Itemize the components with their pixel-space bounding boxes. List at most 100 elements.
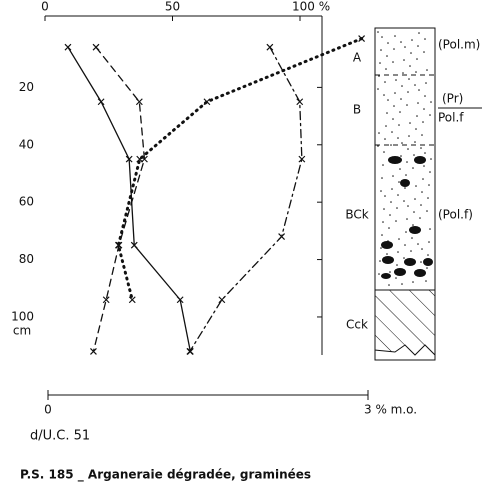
horizon-name: B [353,103,361,117]
speckle [377,145,379,147]
speckle [386,112,388,114]
speckle [420,204,422,206]
horizon-name: BCk [345,208,368,222]
speckle [418,89,420,91]
speckle [413,211,415,213]
speckle [405,174,407,176]
profile-column [374,27,436,361]
point-marker [266,43,274,51]
depth-tick-label: 80 [19,252,34,266]
speckle [392,61,394,63]
speckle [413,154,415,156]
speckle [384,195,386,197]
speckle [429,171,431,173]
point-marker [97,98,105,106]
speckle [400,41,402,43]
profile-line [189,46,303,353]
speckle [410,250,412,252]
speckle [423,165,425,167]
speckle [387,42,389,44]
depth-unit: cm [13,323,31,337]
speckle [417,243,419,245]
point-marker [298,155,306,163]
speckle [425,82,427,84]
speckle [414,84,416,86]
speckle [425,280,427,282]
speckle [390,144,392,146]
speckle [420,261,422,263]
point-marker [64,43,72,51]
speckle [407,148,409,150]
speckle [397,194,399,196]
speckle [381,177,383,179]
speckle [408,135,410,137]
speckle [417,45,419,47]
speckle [418,32,420,34]
speckle [396,207,398,209]
x-tick-label: 0 [41,0,49,14]
profile-line [92,46,146,353]
speckle [415,128,417,130]
speckle [387,240,389,242]
speckle [380,247,382,249]
point-marker [135,98,143,106]
speckle [424,38,426,40]
point-marker [358,35,366,43]
speckle [392,175,394,177]
speckle [416,58,418,60]
x2-tick-label: 0 [44,403,52,417]
speckle [381,36,383,38]
speckle [398,238,400,240]
speckle [389,157,391,159]
depth-tick-label: 40 [19,137,34,151]
horizon-note: (Pol.f) [438,208,473,222]
speckle [377,31,379,33]
point-marker [128,296,136,304]
depth-tick-label: 100 [11,309,34,323]
point-marker [203,98,211,106]
speckle [414,141,416,143]
speckle [428,184,430,186]
point-marker [102,296,110,304]
speckle [394,35,396,37]
speckle [418,230,420,232]
speckle [378,75,380,77]
speckle [383,94,385,96]
point-marker [296,98,304,106]
speckle [420,147,422,149]
speckle [426,210,428,212]
speckle [402,72,404,74]
depth-tick-label: 60 [19,195,34,209]
speckle [398,181,400,183]
x-tick-label: 50 [165,0,180,14]
speckle [428,241,430,243]
speckle [387,99,389,101]
speckle [401,283,403,285]
point-marker [114,241,122,249]
speckle [421,248,423,250]
horizon-name: Cck [346,318,368,332]
speckle [389,214,391,216]
speckle [403,257,405,259]
speckle [397,251,399,253]
speckle [381,234,383,236]
speckle [386,55,388,57]
speckle [378,132,380,134]
speckle [379,260,381,262]
speckle [395,277,397,279]
speckle [415,71,417,73]
speckle [407,205,409,207]
speckle [411,39,413,41]
speckle [395,220,397,222]
speckle [404,187,406,189]
speckle [411,237,413,239]
point-marker [186,347,194,355]
speckle [384,81,386,83]
speckle [407,91,409,93]
speckle [402,270,404,272]
speckle [399,168,401,170]
speckle [405,231,407,233]
x2-tick-label: 3 % m.o. [364,403,417,417]
speckle [386,253,388,255]
